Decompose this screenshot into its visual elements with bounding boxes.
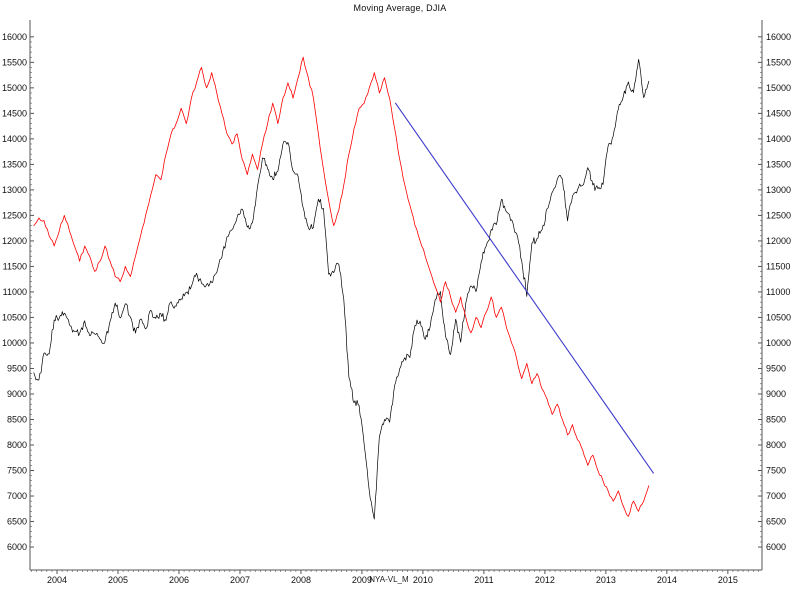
y-axis-label-right: 7500	[766, 466, 786, 476]
y-axis-label-left: 10500	[2, 312, 27, 322]
y-axis-label-left: 11000	[3, 287, 27, 297]
y-axis-label-right: 11500	[766, 261, 790, 271]
y-axis-label-left: 11500	[3, 261, 27, 271]
x-axis-label: 2012	[535, 575, 555, 585]
y-axis-label-left: 12500	[2, 210, 27, 220]
y-axis-label-left: 14500	[2, 108, 27, 118]
x-axis-label: 2007	[230, 575, 250, 585]
x-axis-label: 2011	[474, 575, 493, 585]
y-axis-label-left: 15000	[2, 83, 27, 93]
x-axis-label: 2008	[291, 575, 311, 585]
x-axis-label: 2013	[596, 575, 616, 585]
chart-title: Moving Average, DJIA	[353, 3, 447, 13]
y-axis-label-right: 13500	[766, 159, 791, 169]
y-axis-label-right: 14000	[766, 134, 791, 144]
series-djia-daily	[33, 58, 650, 520]
y-axis-label-right: 12000	[766, 236, 791, 246]
x-axis-label: 2004	[47, 575, 67, 585]
watermark-text: NYA-VL_M	[369, 575, 409, 584]
y-axis-label-right: 8500	[766, 414, 786, 424]
y-axis-label-left: 8500	[7, 414, 27, 424]
y-axis-label-left: 12000	[2, 236, 27, 246]
x-axis-label: 2015	[718, 575, 738, 585]
y-axis-label-left: 7500	[7, 466, 27, 476]
series-blue-trendline	[394, 102, 654, 474]
y-axis-label-left: 13000	[2, 185, 27, 195]
y-axis-label-right: 12500	[766, 210, 791, 220]
y-axis-label-left: 13500	[2, 159, 27, 169]
y-axis-label-left: 16000	[2, 32, 27, 42]
y-axis-label-left: 9500	[7, 363, 27, 373]
y-axis-label-right: 9000	[766, 389, 786, 399]
y-axis-label-right: 9500	[766, 363, 786, 373]
y-axis-label-left: 15500	[2, 57, 27, 67]
series-red-line	[33, 56, 650, 517]
y-axis-label-left: 7000	[7, 491, 27, 501]
y-axis-label-left: 8000	[7, 440, 27, 450]
y-axis-label-right: 10000	[766, 338, 791, 348]
x-axis-label: 2006	[169, 575, 189, 585]
y-axis-label-left: 10000	[2, 338, 27, 348]
x-axis-label: 2010	[413, 575, 433, 585]
y-axis-label-right: 6000	[766, 542, 786, 552]
y-axis-label-right: 11000	[766, 287, 790, 297]
x-axis-label: 2014	[657, 575, 677, 585]
y-axis-label-left: 9000	[7, 389, 27, 399]
y-axis-label-right: 13000	[766, 185, 791, 195]
y-axis-label-right: 8000	[766, 440, 786, 450]
x-axis-label: 2005	[108, 575, 128, 585]
y-axis-label-left: 6000	[7, 542, 27, 552]
y-axis-label-right: 15500	[766, 57, 791, 67]
y-axis-label-left: 14000	[2, 134, 27, 144]
y-axis-label-right: 7000	[766, 491, 786, 501]
y-axis-label-right: 16000	[766, 32, 791, 42]
x-axis-label: 2009	[352, 575, 372, 585]
y-axis-label-right: 14500	[766, 108, 791, 118]
y-axis-label-right: 10500	[766, 312, 791, 322]
y-axis-label-left: 6500	[7, 517, 27, 527]
y-axis-label-right: 6500	[766, 517, 786, 527]
y-axis-label-right: 15000	[766, 83, 791, 93]
